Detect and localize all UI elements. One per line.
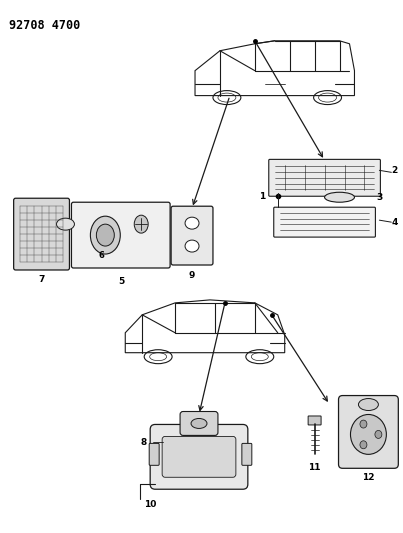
Text: 9: 9 — [189, 271, 195, 280]
FancyBboxPatch shape — [162, 437, 236, 477]
FancyBboxPatch shape — [171, 206, 213, 265]
Text: 6: 6 — [98, 251, 104, 260]
Ellipse shape — [360, 441, 367, 449]
FancyBboxPatch shape — [308, 416, 321, 425]
Text: 12: 12 — [362, 473, 375, 482]
Text: 1: 1 — [259, 192, 265, 201]
Text: 8: 8 — [140, 438, 146, 447]
FancyBboxPatch shape — [71, 202, 170, 268]
FancyBboxPatch shape — [149, 443, 159, 465]
Ellipse shape — [185, 217, 199, 229]
Ellipse shape — [360, 420, 367, 428]
FancyBboxPatch shape — [180, 411, 218, 435]
Text: 7: 7 — [38, 276, 45, 285]
Ellipse shape — [96, 224, 114, 246]
Ellipse shape — [185, 240, 199, 252]
Text: 11: 11 — [308, 463, 321, 472]
FancyBboxPatch shape — [242, 443, 252, 465]
Ellipse shape — [375, 431, 382, 439]
Ellipse shape — [191, 418, 207, 429]
Text: 10: 10 — [144, 499, 156, 508]
Ellipse shape — [351, 415, 386, 454]
Text: 2: 2 — [391, 166, 397, 175]
Text: 5: 5 — [118, 278, 125, 286]
Text: 4: 4 — [391, 217, 397, 227]
Ellipse shape — [134, 215, 148, 233]
Ellipse shape — [358, 399, 378, 410]
FancyBboxPatch shape — [14, 198, 69, 270]
FancyBboxPatch shape — [274, 207, 376, 237]
Text: 3: 3 — [376, 193, 382, 201]
Ellipse shape — [324, 192, 355, 202]
FancyBboxPatch shape — [150, 424, 248, 489]
FancyBboxPatch shape — [269, 159, 380, 196]
Text: 92708 4700: 92708 4700 — [9, 19, 80, 32]
Ellipse shape — [90, 216, 120, 254]
FancyBboxPatch shape — [339, 395, 398, 469]
Ellipse shape — [56, 218, 75, 230]
